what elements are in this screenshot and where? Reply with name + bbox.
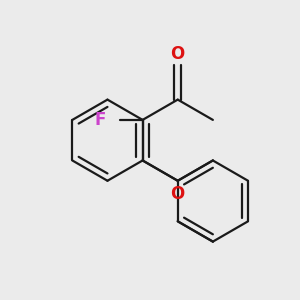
Text: O: O [171,185,185,203]
Text: O: O [171,44,185,62]
Text: F: F [95,111,106,129]
